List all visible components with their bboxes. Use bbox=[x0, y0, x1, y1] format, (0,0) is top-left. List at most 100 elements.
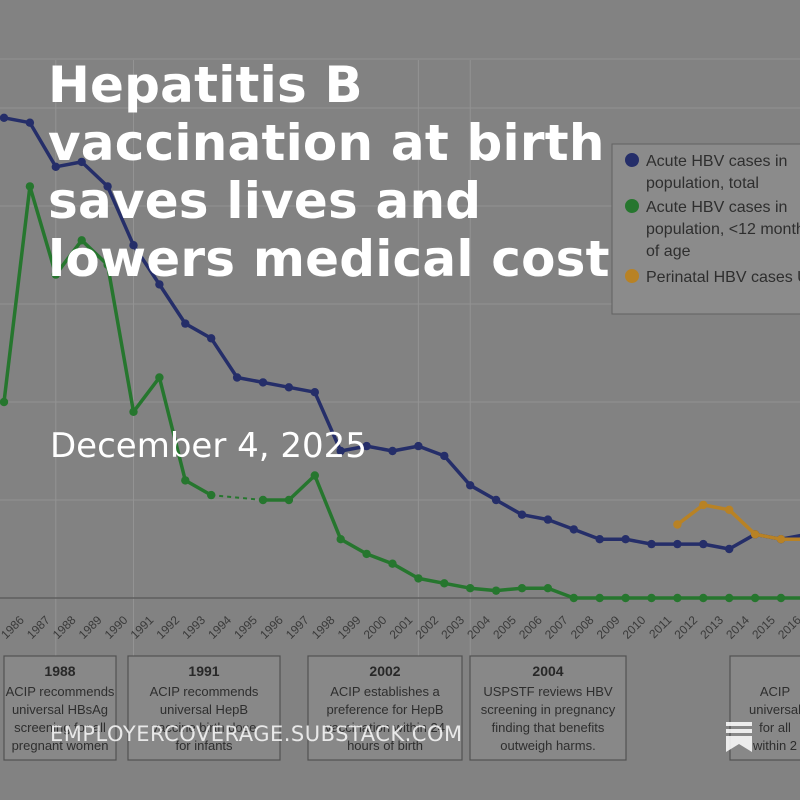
annotation-box: 2004 USPSTF reviews HBV screening in pregn… bbox=[469, 655, 627, 761]
data-point bbox=[258, 378, 268, 387]
data-point bbox=[310, 471, 319, 480]
data-point bbox=[491, 586, 501, 595]
data-point bbox=[569, 525, 578, 534]
data-point bbox=[673, 593, 682, 603]
data-point bbox=[336, 535, 345, 544]
series-line bbox=[676, 503, 800, 541]
annotation-text: vaccine birth dose bbox=[152, 720, 257, 735]
legend-label: Acute HBV cases in bbox=[646, 199, 787, 216]
data-point bbox=[699, 500, 708, 510]
data-point bbox=[258, 495, 268, 505]
data-point bbox=[440, 451, 449, 461]
legend-marker bbox=[625, 199, 639, 213]
data-point bbox=[129, 407, 138, 416]
annotation-text: ACIP recommends bbox=[6, 684, 115, 699]
data-point bbox=[207, 490, 216, 500]
data-point bbox=[284, 383, 294, 392]
publication-url[interactable]: EMPLOYERCOVERAGE.SUBSTACK.COM bbox=[50, 722, 463, 746]
data-point bbox=[517, 510, 527, 519]
data-point bbox=[103, 260, 112, 269]
annotation-box: 1991 ACIP recommends universal HepB vaccine… bbox=[127, 655, 281, 761]
data-point bbox=[310, 388, 319, 397]
series-2 bbox=[673, 500, 800, 544]
annotation-text: for infants bbox=[175, 738, 233, 753]
gridlines-vertical bbox=[55, 60, 471, 660]
data-point bbox=[207, 334, 216, 343]
annotation-text: universal HepB bbox=[160, 702, 248, 717]
annotation-text: for all bbox=[759, 720, 791, 735]
data-point bbox=[491, 495, 501, 505]
data-point bbox=[776, 535, 786, 544]
annotation-year: 2004 bbox=[532, 663, 563, 679]
annotation-text: finding that benefits bbox=[492, 720, 605, 735]
post-date: December 4, 2025 bbox=[50, 426, 367, 466]
data-point bbox=[388, 559, 397, 568]
data-point bbox=[25, 118, 35, 127]
annotation-text: USPSTF reviews HBV bbox=[483, 684, 613, 699]
data-point bbox=[129, 241, 138, 250]
data-point bbox=[466, 584, 475, 593]
legend-label: Perinatal HBV cases US bbox=[646, 269, 800, 286]
legend-entry: Acute HBV cases in population, total bbox=[625, 153, 787, 192]
annotation-text: outweigh harms. bbox=[500, 738, 595, 753]
data-point bbox=[155, 373, 164, 382]
data-point bbox=[103, 182, 112, 191]
data-point bbox=[414, 574, 423, 583]
annotation-text: hours of birth bbox=[347, 738, 423, 753]
data-point bbox=[621, 593, 630, 603]
legend-label: population, <12 months bbox=[646, 221, 800, 238]
annotation-box: 2002 ACIP establishes a preference for Hep… bbox=[307, 655, 463, 761]
data-point bbox=[543, 584, 553, 593]
data-point bbox=[725, 593, 734, 603]
data-point bbox=[388, 446, 397, 456]
data-point bbox=[51, 270, 60, 279]
data-point bbox=[77, 157, 86, 167]
data-point bbox=[725, 544, 734, 554]
legend-entry: Perinatal HBV cases US bbox=[625, 269, 800, 286]
data-point bbox=[517, 584, 527, 593]
annotation-text: pregnant women bbox=[12, 738, 109, 753]
data-point bbox=[543, 515, 553, 524]
data-point bbox=[673, 539, 682, 549]
annotation-text: screening in pregnancy bbox=[481, 702, 616, 717]
data-point bbox=[647, 539, 656, 549]
data-point bbox=[414, 441, 423, 451]
data-point bbox=[725, 505, 734, 514]
data-point bbox=[0, 397, 9, 407]
annotation-text: preference for HepB bbox=[326, 702, 443, 717]
data-point bbox=[77, 236, 86, 245]
bookmark-icon[interactable] bbox=[726, 722, 752, 752]
legend-entry: Acute HBV cases in population, <12 months… bbox=[625, 199, 800, 260]
data-point bbox=[466, 481, 475, 490]
data-point bbox=[621, 535, 630, 544]
data-point bbox=[362, 441, 371, 451]
data-point bbox=[336, 446, 345, 456]
data-point bbox=[569, 593, 578, 603]
data-point bbox=[673, 520, 682, 529]
data-point bbox=[699, 539, 708, 549]
legend-label: Acute HBV cases in bbox=[646, 153, 787, 170]
annotation-text: universal bbox=[749, 702, 800, 717]
data-point bbox=[595, 593, 604, 603]
annotation-text: universal HBsAg bbox=[12, 702, 108, 717]
annotation-year: 1988 bbox=[44, 663, 75, 679]
annotation-text: within 2 bbox=[752, 738, 797, 753]
data-point bbox=[181, 476, 190, 485]
legend-marker bbox=[625, 269, 639, 283]
data-point bbox=[776, 593, 786, 603]
annotation-year: 1991 bbox=[188, 663, 219, 679]
data-point bbox=[440, 579, 449, 588]
timeline-annotations: 1988 ACIP recommends universal HBsAg screen… bbox=[3, 655, 800, 761]
series-line bbox=[3, 116, 800, 551]
annotation-text: ACIP bbox=[760, 684, 790, 699]
annotation-year: 2002 bbox=[369, 663, 400, 679]
annotation-text: vaccination within 24 bbox=[325, 720, 445, 735]
series-0 bbox=[0, 113, 800, 554]
data-point bbox=[51, 162, 60, 171]
data-point bbox=[595, 535, 604, 544]
series-layer bbox=[0, 113, 800, 603]
data-point bbox=[647, 593, 656, 603]
legend-label: population, total bbox=[646, 175, 759, 192]
series-gap-dash bbox=[211, 494, 264, 501]
